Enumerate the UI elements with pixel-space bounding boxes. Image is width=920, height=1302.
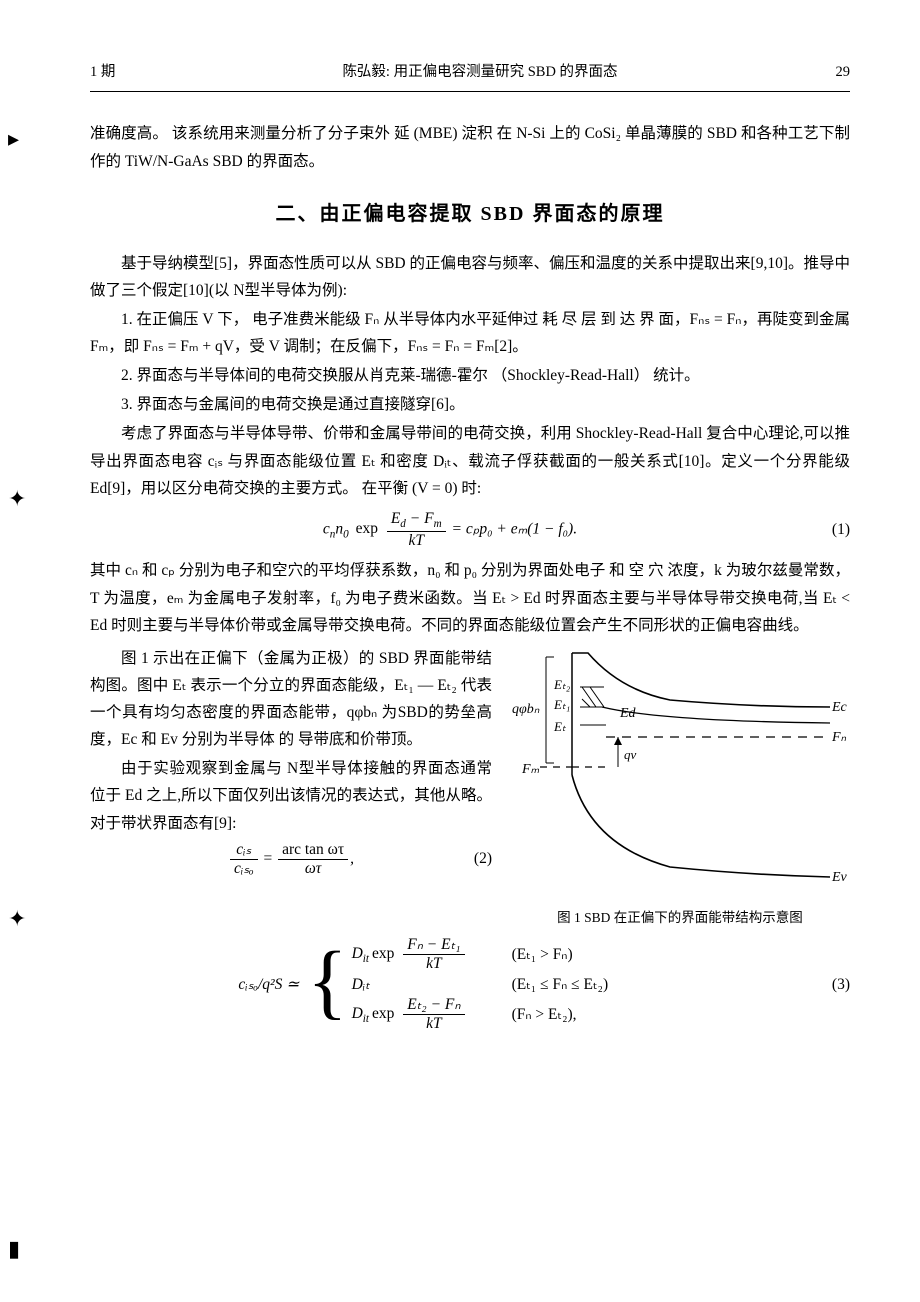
fig1-label-et2: Eₜ₂ <box>553 677 571 692</box>
paragraph-4: 图 1 示出在正偏下（金属为正极）的 SBD 界面能带结构图。图中 Eₜ 表示一… <box>90 645 492 754</box>
paragraph-5: 由于实验观察到金属与 N型半导体接触的界面态通常位于 Ed 之上,所以下面仅列出… <box>90 755 492 836</box>
eq3-c1: D <box>352 945 363 962</box>
eq3-c3-num: Eₜ₂ − Fₙ <box>403 996 464 1015</box>
eq3-op: exp <box>372 945 394 962</box>
figure-1-diagram: qφbₙ Eₜ₂ Eₜ₁ Ed Eₜ Fₘ qv Ec Fₙ Ev <box>510 645 850 895</box>
section-title: 二、由正偏电容提取 SBD 界面态的原理 <box>90 197 850 232</box>
fig1-label-qphi: qφbₙ <box>512 702 540 717</box>
fig1-label-fn: Fₙ <box>831 730 847 745</box>
fig1-label-qv: qv <box>624 747 637 762</box>
eq3-c2: Dᵢₜ <box>352 971 512 998</box>
eq1-rhs: = cₚp₀ + eₘ(1 − f₀). <box>452 520 578 537</box>
eq3-c3-den: kT <box>403 1015 464 1033</box>
eq1-num: F <box>424 510 433 527</box>
eq3-c1-cond: (Eₜ₁ > Fₙ) <box>512 941 662 968</box>
scan-artifact: ✦ <box>8 480 26 519</box>
eq2-lhs-num: cᵢₛ <box>230 841 258 860</box>
eq3-lhs: cᵢₛₒ/q²S ≃ <box>238 971 299 998</box>
eq1-num: E <box>391 510 400 527</box>
scan-artifact: ✦ <box>8 900 26 939</box>
eq1-term: c <box>323 520 330 537</box>
eq3-number: (3) <box>810 971 850 998</box>
running-title: 陈弘毅: 用正偏电容测量研究 SBD 的界面态 <box>170 60 790 85</box>
eq3-c2-cond: (Eₜ₁ ≤ Fₙ ≤ Eₜ₂) <box>512 971 662 998</box>
eq1-op: exp <box>356 520 378 537</box>
eq2-rhs-den: ωτ <box>278 860 348 878</box>
eq3-sub: it <box>363 953 369 965</box>
eq2-number: (2) <box>452 845 492 872</box>
scan-artifact: ▸ <box>8 120 19 159</box>
paragraph-3: 其中 cₙ 和 cₚ 分别为电子和空穴的平均俘获系数，n₀ 和 p₀ 分别为界面… <box>90 557 850 638</box>
scan-artifact: ▮ <box>8 1230 20 1269</box>
fig1-label-ev: Ev <box>831 870 848 885</box>
paragraph-1: 基于导纳模型[5]，界面态性质可以从 SBD 的正偏电容与频率、偏压和温度的关系… <box>90 250 850 304</box>
fig1-label-et: Eₜ <box>553 719 567 734</box>
eq1-sub: d <box>400 518 406 530</box>
eq3-c3: D <box>352 1005 363 1022</box>
fig1-label-ed: Ed <box>619 706 637 721</box>
equation-1: cnn0 exp Ed − Fm kT = cₚp₀ + eₘ(1 − f₀).… <box>90 510 850 550</box>
page-number: 29 <box>790 60 850 85</box>
eq3-sub: it <box>363 1013 369 1025</box>
list-item-3: 3. 界面态与金属间的电荷交换是通过直接隧穿[6]。 <box>90 391 850 418</box>
eq1-den: kT <box>387 532 446 550</box>
running-header: 1 期 陈弘毅: 用正偏电容测量研究 SBD 的界面态 29 <box>90 60 850 92</box>
intro-paragraph: 准确度高。 该系统用来测量分析了分子束外 延 (MBE) 淀积 在 N-Si 上… <box>90 120 850 174</box>
fig1-label-fm: Fₘ <box>521 762 540 777</box>
fig1-label-ec: Ec <box>831 700 848 715</box>
paragraph-2: 考虑了界面态与半导体导带、价带和金属导带间的电荷交换，利用 Shockley-R… <box>90 420 850 501</box>
figure-1-caption: 图 1 SBD 在正偏下的界面能带结构示意图 <box>510 906 850 930</box>
equation-2: cᵢₛ cᵢₛₒ = arc tan ωτ ωτ , (2) <box>90 841 492 878</box>
eq2-tail: , <box>350 850 354 867</box>
eq3-c1-num: Fₙ − Eₜ₁ <box>403 936 464 955</box>
eq1-sub: m <box>434 518 442 530</box>
eq3-op: exp <box>372 1005 394 1022</box>
eq1-sub: 0 <box>343 528 349 540</box>
list-item-2: 2. 界面态与半导体间的电荷交换服从肖克莱-瑞德-霍尔 （Shockley-Re… <box>90 362 850 389</box>
eq3-c3-cond: (Fₙ > Eₜ₂), <box>512 1001 662 1028</box>
equation-3: cᵢₛₒ/q²S ≃ { Ditexp Fₙ − Eₜ₁ kT (Eₜ₁ > F… <box>90 940 850 1030</box>
fig1-label-et1: Eₜ₁ <box>553 697 570 712</box>
eq2-lhs-den: cᵢₛₒ <box>230 860 258 878</box>
eq1-number: (1) <box>810 516 850 543</box>
list-item-1: 1. 在正偏压 V 下， 电子准费米能级 Fₙ 从半导体内水平延伸过 耗 尽 层… <box>90 306 850 360</box>
eq1-term: n <box>335 520 343 537</box>
eq2-rhs-num: arc tan ωτ <box>278 841 348 860</box>
issue-number: 1 期 <box>90 60 170 85</box>
